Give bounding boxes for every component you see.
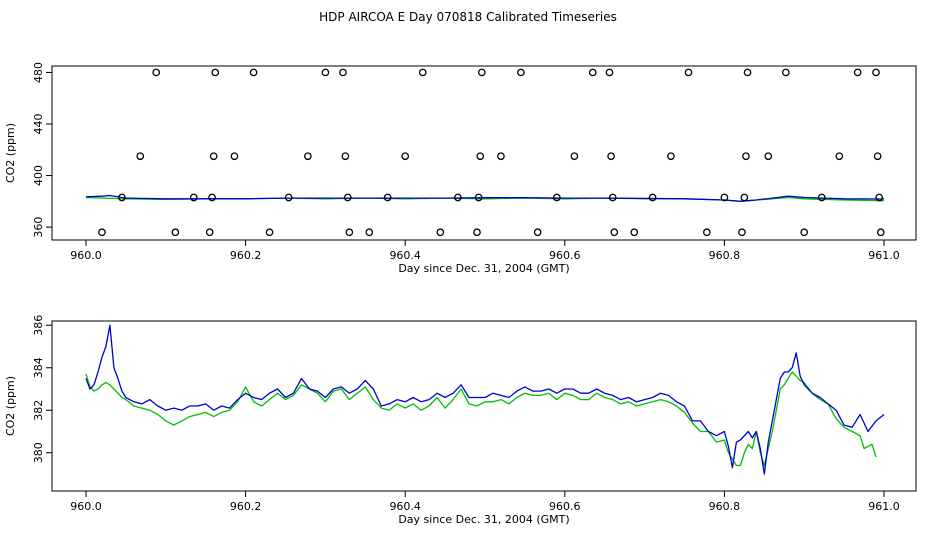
y-tick-label: 380 [32,442,45,463]
series-line-green [85,371,877,467]
y-tick-label: 400 [32,165,45,186]
y-tick-label: 386 [32,315,45,336]
data-point [605,68,614,77]
data-point [517,68,525,77]
data-point [610,228,619,237]
x-tick-label: 960.4 [389,500,421,513]
x-tick-label: 960.8 [709,249,741,262]
top-panel: 960.0 960.2 960.4 960.6 960.8 961.0 360 400 440 4… [4,62,917,275]
plot-frame [51,320,917,492]
y-axis-label: CO2 (ppm) [4,123,17,183]
data-point [570,152,579,161]
data-point [876,228,885,237]
data-point [209,152,218,161]
data-point [477,68,486,77]
x-tick-label: 960.2 [230,249,262,262]
y-tick-label: 384 [32,357,45,378]
data-point [171,228,180,237]
x-tick-label: 960.6 [549,249,581,262]
data-point [835,152,844,161]
plot-frame [51,65,917,241]
data-point [764,152,773,161]
data-point [339,68,347,77]
y-tick-label: 440 [32,114,45,135]
data-point [607,152,615,161]
y-tick-label: 382 [32,400,45,421]
data-point [648,193,657,202]
series-line-blue [85,194,885,202]
x-tick-label: 960.0 [70,500,102,513]
data-point [684,68,693,77]
bottom-panel: 960.0 960.2 960.4 960.6 960.8 961.0 380 382 384 3… [4,315,917,526]
x-tick-label: 960.2 [230,500,262,513]
data-point [341,152,350,161]
data-point [781,68,790,77]
data-point [817,193,826,202]
data-point [872,68,880,77]
data-point [343,193,352,202]
data-point [383,193,392,202]
data-point [136,152,145,161]
chart-title: HDP AIRCOA E Day 070818 Calibrated Times… [319,10,617,24]
data-point [702,228,711,237]
x-tick-label: 960.0 [70,249,102,262]
series-line-blue [85,324,885,475]
data-point [497,152,505,161]
data-point [476,152,485,161]
data-point [365,228,374,237]
data-point [401,152,410,161]
data-point [321,68,330,77]
x-axis-label: Day since Dec. 31, 2004 (GMT) [398,262,569,275]
data-point [345,228,354,237]
x-tick-label: 961.0 [868,500,900,513]
y-tick-label: 480 [32,62,45,83]
data-point [436,228,445,237]
data-point [284,193,293,202]
data-point [738,228,746,237]
data-point [418,68,427,77]
data-point [474,193,483,202]
data-point [742,152,750,161]
data-point [249,68,258,77]
data-point [608,193,617,202]
data-point [588,68,597,77]
data-point [230,152,239,161]
x-tick-label: 960.8 [709,500,741,513]
data-point [98,228,106,237]
data-point [552,193,561,202]
data-point [667,152,675,161]
data-point [875,193,884,202]
data-point [740,193,749,202]
data-point [208,193,216,202]
data-point [743,68,752,77]
data-point [152,68,161,77]
data-point [303,152,312,161]
data-point [853,68,862,77]
x-tick-label: 961.0 [868,249,900,262]
x-tick-label: 960.4 [389,249,421,262]
x-tick-label: 960.6 [549,500,581,513]
data-point [265,228,274,237]
data-point [211,68,220,77]
y-tick-label: 360 [32,217,45,238]
data-point [533,228,542,237]
data-point [720,193,729,202]
data-point [454,193,462,202]
data-point [630,228,639,237]
data-point [873,152,882,161]
data-point [189,193,198,202]
y-axis-label: CO2 (ppm) [4,376,17,436]
data-point [800,228,809,237]
data-point [118,193,126,202]
data-point [205,228,214,237]
x-axis-label: Day since Dec. 31, 2004 (GMT) [398,513,569,526]
data-point [473,228,481,237]
